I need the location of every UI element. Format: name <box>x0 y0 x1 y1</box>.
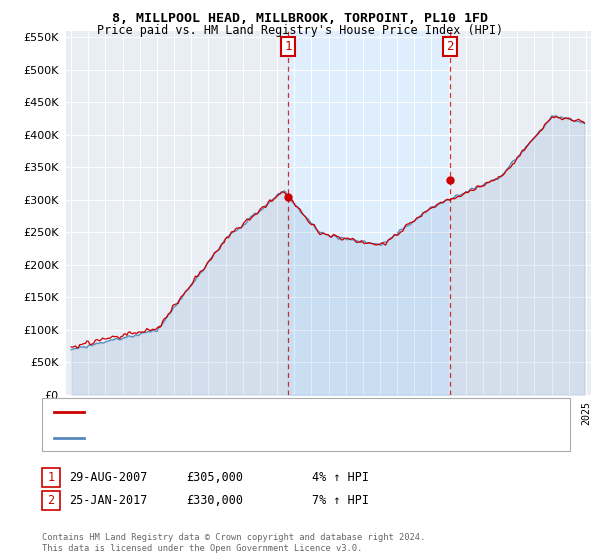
Text: 8, MILLPOOL HEAD, MILLBROOK, TORPOINT, PL10 1FD (detached house): 8, MILLPOOL HEAD, MILLBROOK, TORPOINT, P… <box>90 408 506 418</box>
Text: 1: 1 <box>47 470 55 484</box>
Text: HPI: Average price, detached house, Cornwall: HPI: Average price, detached house, Corn… <box>90 432 376 442</box>
Text: 4% ↑ HPI: 4% ↑ HPI <box>312 470 369 484</box>
Text: £305,000: £305,000 <box>186 470 243 484</box>
Text: 1: 1 <box>284 40 292 53</box>
Text: £330,000: £330,000 <box>186 493 243 507</box>
Text: 25-JAN-2017: 25-JAN-2017 <box>69 493 148 507</box>
Text: Price paid vs. HM Land Registry's House Price Index (HPI): Price paid vs. HM Land Registry's House … <box>97 24 503 36</box>
Text: 2: 2 <box>47 493 55 507</box>
Text: 8, MILLPOOL HEAD, MILLBROOK, TORPOINT, PL10 1FD: 8, MILLPOOL HEAD, MILLBROOK, TORPOINT, P… <box>112 12 488 25</box>
Text: Contains HM Land Registry data © Crown copyright and database right 2024.
This d: Contains HM Land Registry data © Crown c… <box>42 533 425 553</box>
Text: 2: 2 <box>446 40 454 53</box>
Text: 29-AUG-2007: 29-AUG-2007 <box>69 470 148 484</box>
Text: 7% ↑ HPI: 7% ↑ HPI <box>312 493 369 507</box>
